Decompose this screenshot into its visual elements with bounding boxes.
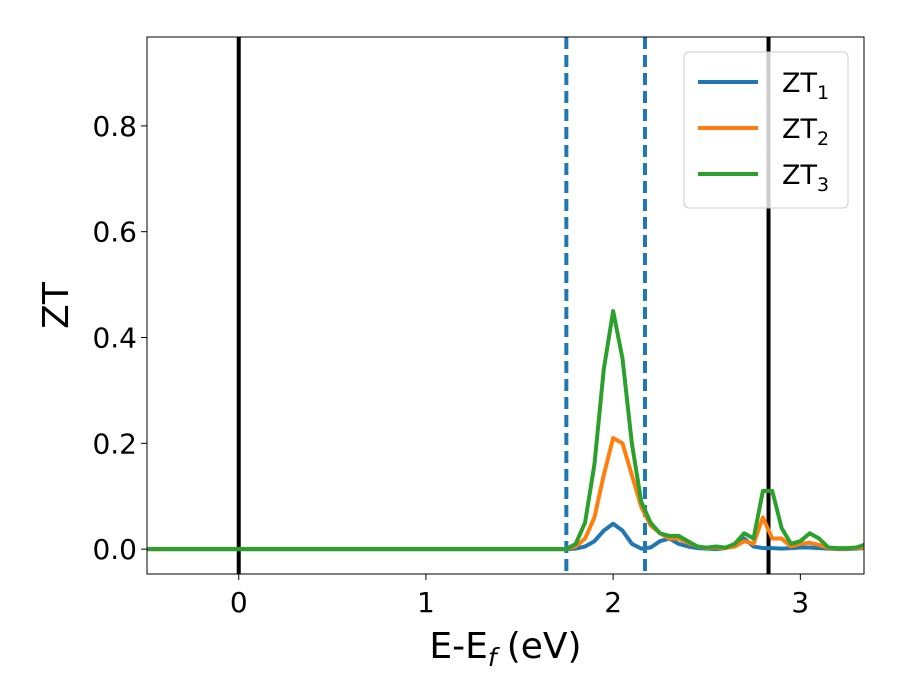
x-label-unit: (eV)	[507, 626, 582, 667]
legend-name: ZT	[782, 160, 817, 191]
x-tick-label: 3	[791, 586, 809, 619]
legend-label: ZT1	[782, 68, 829, 104]
y-tick-label: 0.2	[92, 427, 137, 460]
legend-name: ZT	[782, 68, 817, 99]
x-tick-label: 0	[230, 586, 248, 619]
y-axis-label: ZT	[36, 281, 77, 329]
legend-sub: 3	[817, 174, 829, 196]
legend-name: ZT	[782, 114, 817, 145]
x-tick-label: 1	[417, 586, 435, 619]
plot-frame	[146, 36, 865, 575]
series-line	[147, 309, 864, 552]
x-label-sub: f	[488, 643, 500, 672]
legend-label: ZT3	[782, 160, 829, 196]
x-label-main: E-E	[429, 626, 487, 667]
y-tick-label: 0.4	[92, 322, 137, 355]
legend-label: ZT2	[782, 114, 829, 150]
legend-sub: 2	[817, 128, 829, 150]
x-axis-label: E-Ef (eV)	[429, 626, 581, 672]
y-tick-label: 0.8	[92, 110, 137, 143]
x-tick-label: 2	[604, 586, 622, 619]
legend-sub: 1	[817, 82, 829, 104]
y-tick-label: 0.0	[92, 533, 137, 566]
y-tick-label: 0.6	[92, 216, 137, 249]
legend-box	[683, 51, 849, 209]
